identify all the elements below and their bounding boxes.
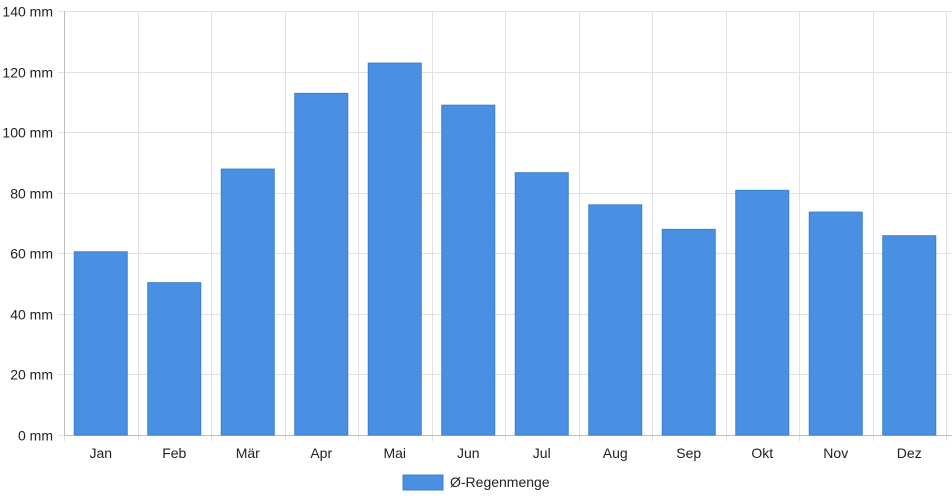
bar-mär[interactable] <box>220 168 275 436</box>
bars <box>73 62 937 436</box>
grid-lines <box>58 11 952 441</box>
x-tick-label: Sep <box>676 445 701 461</box>
bar-dez[interactable] <box>882 235 937 436</box>
y-tick-label: 80 mm <box>10 186 53 202</box>
y-tick-label: 100 mm <box>2 125 53 141</box>
x-tick-label: Jul <box>533 445 551 461</box>
bar-nov[interactable] <box>808 211 863 436</box>
legend[interactable]: Ø-Regenmenge <box>402 474 550 491</box>
y-axis-tick-labels: 0 mm 20 mm 40 mm 60 mm 80 mm 100 mm 120 mm 140 … <box>2 4 53 444</box>
x-tick-label: Apr <box>310 445 332 461</box>
x-tick-label: Mai <box>383 445 406 461</box>
x-axis-tick-labels: Jan Feb Mär Apr Mai Jun Jul Aug Sep Okt Nov Dez <box>89 445 921 461</box>
bar-aug[interactable] <box>588 204 643 436</box>
x-tick-label: Mär <box>236 445 260 461</box>
y-tick-label: 120 mm <box>2 65 53 81</box>
bar-mai[interactable] <box>367 62 422 436</box>
x-tick-label: Jan <box>89 445 112 461</box>
bar-sep[interactable] <box>661 228 716 436</box>
axes <box>64 11 952 436</box>
legend-label[interactable]: Ø-Regenmenge <box>450 474 550 490</box>
bar-jan[interactable] <box>73 251 128 436</box>
bar-okt[interactable] <box>735 189 790 436</box>
y-tick-label: 60 mm <box>10 246 53 262</box>
bar-feb[interactable] <box>147 282 202 436</box>
x-tick-label: Aug <box>603 445 628 461</box>
bar-apr[interactable] <box>294 92 349 436</box>
legend-swatch[interactable] <box>402 474 444 491</box>
y-tick-label: 40 mm <box>10 307 53 323</box>
x-tick-label: Okt <box>751 445 773 461</box>
bar-jul[interactable] <box>514 172 569 436</box>
x-tick-label: Jun <box>457 445 480 461</box>
y-tick-label: 140 mm <box>2 4 53 20</box>
y-tick-label: 20 mm <box>10 367 53 383</box>
x-tick-label: Feb <box>162 445 186 461</box>
x-tick-label: Nov <box>823 445 848 461</box>
x-tick-label: Dez <box>897 445 922 461</box>
bar-jun[interactable] <box>441 104 496 436</box>
y-tick-label: 0 mm <box>18 428 53 444</box>
